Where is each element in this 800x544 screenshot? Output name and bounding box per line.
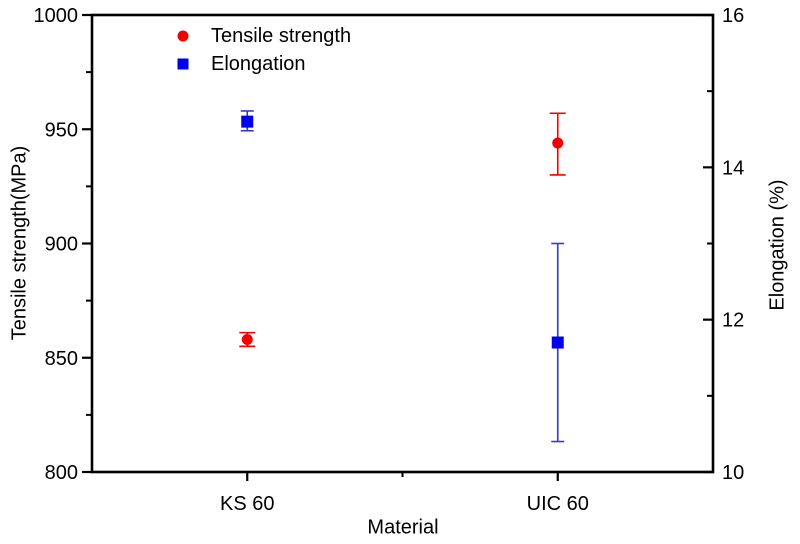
y-left-tick-label: 800 xyxy=(45,462,78,484)
x-tick-label: UIC 60 xyxy=(527,493,589,515)
legend-label-tensile-strength: Tensile strength xyxy=(211,24,352,47)
legend-item-elongation: Elongation xyxy=(176,50,351,78)
legend: Tensile strength Elongation xyxy=(176,22,351,78)
y-right-tick-label: 12 xyxy=(722,310,744,332)
x-axis-title: Material xyxy=(367,516,439,539)
y-right-tick-label: 14 xyxy=(722,157,744,179)
y-axis-right-title: Elongation (%) xyxy=(766,179,789,311)
x-tick-label: KS 60 xyxy=(220,493,274,515)
y-right-tick-label: 10 xyxy=(722,462,744,484)
legend-square-marker-icon xyxy=(176,57,190,71)
data-point-circle xyxy=(552,137,564,149)
y-right-tick-label: 16 xyxy=(722,5,744,27)
plot-frame xyxy=(90,13,715,474)
legend-circle-marker-icon xyxy=(176,29,190,43)
y-left-tick-label: 1000 xyxy=(34,5,79,27)
y-left-tick-label: 900 xyxy=(45,234,78,256)
y-left-tick-label: 850 xyxy=(45,348,78,370)
legend-label-elongation: Elongation xyxy=(211,52,306,75)
legend-item-tensile-strength: Tensile strength xyxy=(176,22,351,50)
data-point-square xyxy=(241,115,254,128)
y-axis-left-title: Tensile strength(MPa) xyxy=(8,145,31,341)
data-point-circle xyxy=(241,333,253,345)
y-left-tick-label: 950 xyxy=(45,119,78,141)
data-point-square xyxy=(551,336,564,349)
